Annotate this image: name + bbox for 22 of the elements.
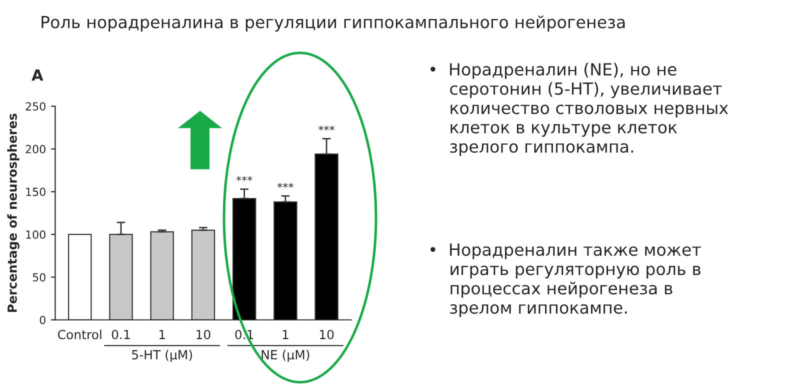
x-tick-label: 10 — [196, 330, 210, 340]
text: A — [32, 69, 44, 81]
text: • Норадреналин (NE), но не серотонин (5-HT), увеличивает количество стволовых нервных клеток в культуре клеток зрелого гиппокампа. — [430, 62, 728, 156]
y-tick-label: 50 — [32, 273, 46, 282]
x-tick-label: 0.1 — [112, 330, 130, 340]
data-label: *** — [236, 176, 252, 182]
x-tick-label: 1 — [159, 330, 165, 340]
text: 5-HT (μM) — [132, 350, 192, 362]
text: • Норадреналин также может играть регуляторную роль в процессах нейрогенеза в зрелом гиппокампе. — [430, 244, 701, 318]
y-tick-label: 150 — [26, 188, 46, 196]
x-tick-label: 1 — [282, 330, 288, 340]
chart-title: Роль норадреналина в регуляции гиппокампального нейрогенеза — [42, 16, 625, 32]
y-tick-label: 250 — [26, 102, 46, 111]
data-label: *** — [318, 126, 335, 131]
text: NE (μM) — [262, 350, 310, 362]
x-tick-label: 10 — [320, 330, 334, 340]
y-axis-title: Percentage of neurospheres — [7, 114, 20, 312]
y-tick-label: 200 — [26, 144, 46, 154]
x-tick-label: Control — [58, 330, 102, 340]
y-tick-label: 100 — [26, 230, 46, 239]
data-label: *** — [277, 182, 294, 188]
y-tick-label: 0 — [40, 316, 46, 324]
